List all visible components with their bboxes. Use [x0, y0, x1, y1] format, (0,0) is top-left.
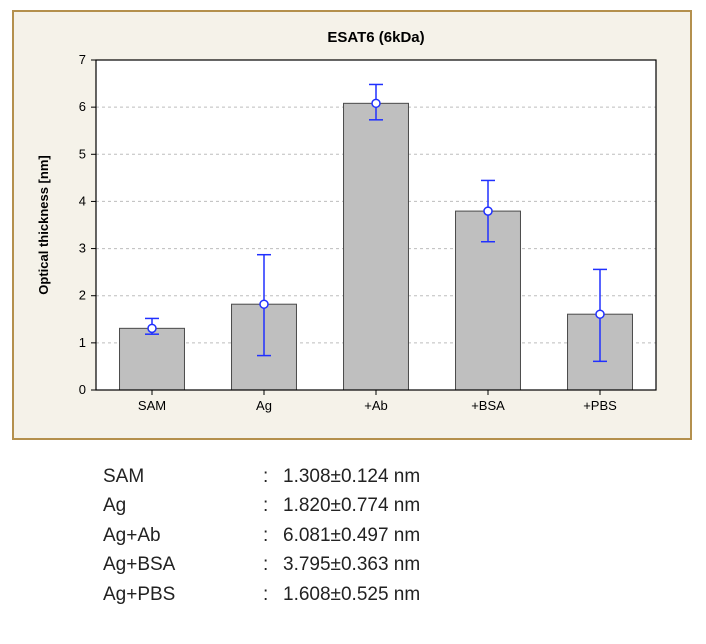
x-tick-label: +Ab [364, 398, 388, 413]
data-table: SAM:1.308±0.124 nmAg:1.820±0.774 nmAg+Ab… [103, 462, 603, 609]
table-row-label: Ag+PBS [103, 580, 263, 609]
y-tick-label: 6 [79, 99, 86, 114]
table-row: Ag+PBS:1.608±0.525 nm [103, 580, 603, 609]
colon: : [263, 550, 283, 579]
table-row-value: 1.308±0.124 nm [283, 462, 603, 491]
y-tick-label: 4 [79, 193, 86, 208]
colon: : [263, 462, 283, 491]
y-tick-label: 5 [79, 146, 86, 161]
chart-title: ESAT6 (6kDa) [327, 29, 424, 46]
chart-frame: 0 1 2 3 4 5 6 7 SAM Ag +Ab +BSA +PBS ESAT6 (6kDa) Opti… [12, 10, 692, 440]
errorbar-marker [372, 99, 380, 107]
y-tick-label: 7 [79, 52, 86, 67]
table-row-label: SAM [103, 462, 263, 491]
y-axis-label: Optical thickness [nm] [36, 155, 51, 294]
table-row: Ag+BSA:3.795±0.363 nm [103, 550, 603, 579]
table-row: Ag+Ab:6.081±0.497 nm [103, 521, 603, 550]
table-row-label: Ag+BSA [103, 550, 263, 579]
errorbar-marker [596, 310, 604, 318]
errorbar-marker [260, 300, 268, 308]
colon: : [263, 491, 283, 520]
errorbar-marker [148, 324, 156, 332]
y-tick-label: 3 [79, 241, 86, 256]
table-row-value: 1.820±0.774 nm [283, 491, 603, 520]
table-row: Ag:1.820±0.774 nm [103, 491, 603, 520]
table-row-label: Ag [103, 491, 263, 520]
x-tick-label: SAM [138, 398, 166, 413]
x-tick-label: +BSA [471, 398, 505, 413]
table-row-value: 3.795±0.363 nm [283, 550, 603, 579]
x-tick-label: Ag [256, 398, 272, 413]
y-tick-label: 2 [79, 288, 86, 303]
x-tick-label: +PBS [583, 398, 617, 413]
bar-chart: 0 1 2 3 4 5 6 7 SAM Ag +Ab +BSA +PBS ESAT6 (6kDa) Opti… [14, 12, 690, 438]
bar [344, 103, 409, 390]
errorbar-marker [484, 207, 492, 215]
y-tick-label: 0 [79, 382, 86, 397]
table-row: SAM:1.308±0.124 nm [103, 462, 603, 491]
colon: : [263, 521, 283, 550]
y-tick-label: 1 [79, 335, 86, 350]
table-row-value: 6.081±0.497 nm [283, 521, 603, 550]
bar [120, 328, 185, 390]
table-row-value: 1.608±0.525 nm [283, 580, 603, 609]
table-row-label: Ag+Ab [103, 521, 263, 550]
colon: : [263, 580, 283, 609]
